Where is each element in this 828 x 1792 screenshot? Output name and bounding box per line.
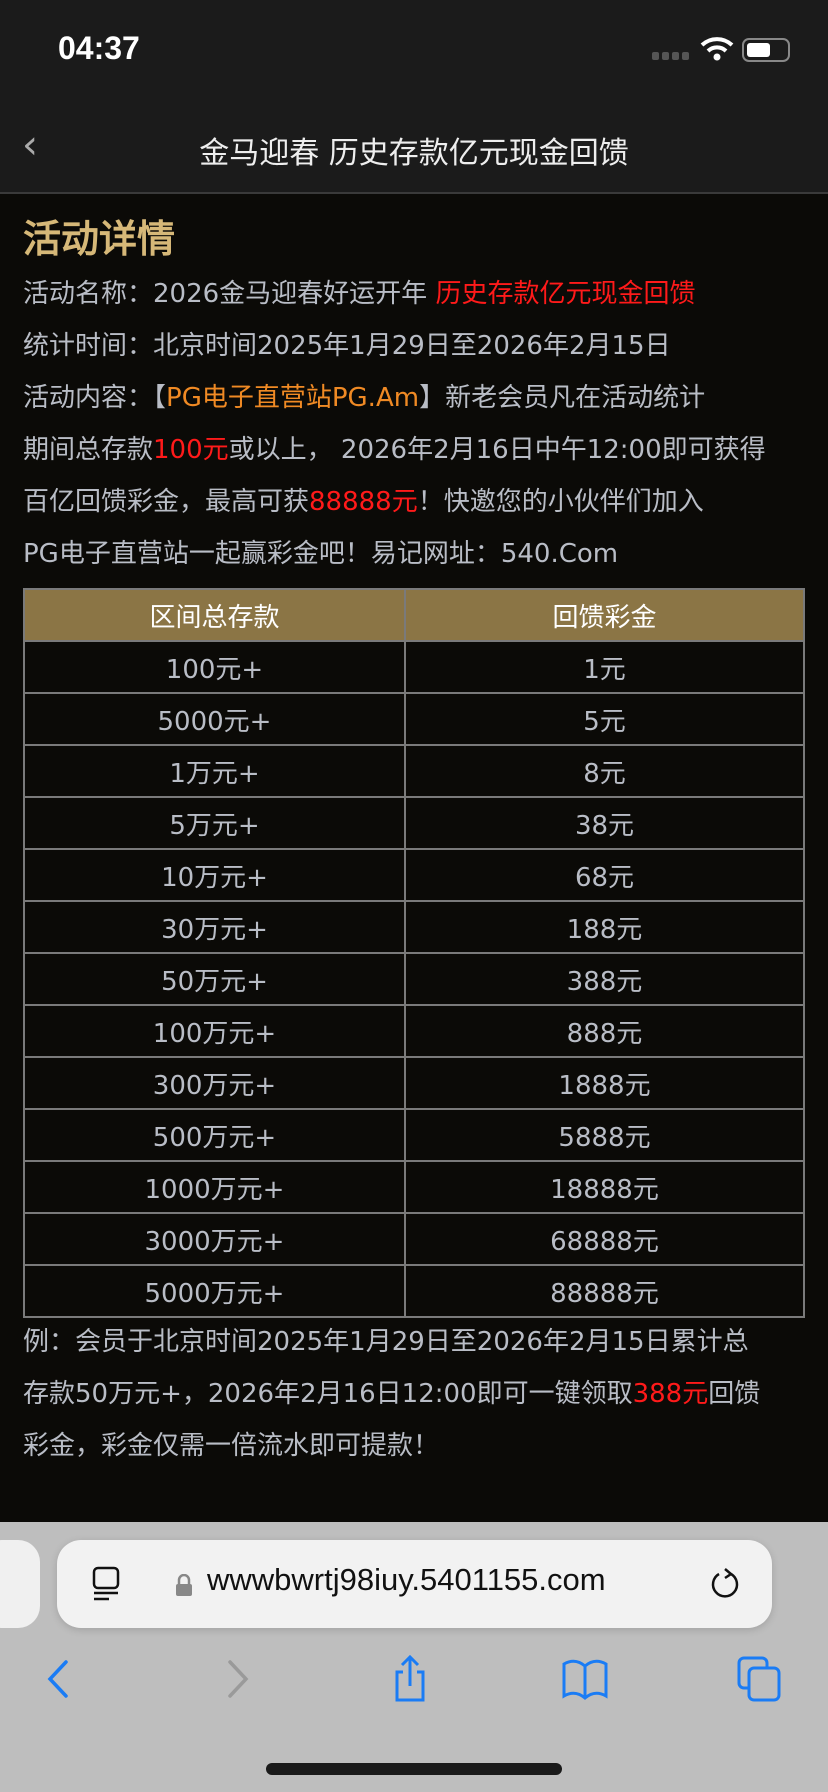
deposit-range-cell: 300万元+ (23, 1056, 406, 1110)
label: 统计时间： (23, 331, 154, 361)
deposit-range-cell: 50万元+ (23, 952, 406, 1006)
page-menu-icon[interactable] (91, 1566, 121, 1602)
page-title: 金马迎春 历史存款亿元现金回馈 (199, 136, 629, 171)
deposit-range-cell: 10万元+ (23, 848, 406, 902)
bonus-cell: 1元 (404, 640, 805, 694)
table-row: 100元+ 1元 (23, 640, 805, 694)
column-header: 区间总存款 (23, 588, 406, 642)
url-text[interactable]: wwwbwrtj98iuy.5401155.com (207, 1562, 606, 1597)
table-row: 30万元+ 188元 (23, 900, 805, 954)
table-row: 1万元+ 8元 (23, 744, 805, 798)
bonus-cell: 388元 (404, 952, 805, 1006)
reward-table: 区间总存款 回馈彩金 100元+ 1元 5000元+ 5元 1万元+ 8元 5万元+ 38元 1… (23, 588, 805, 1318)
label: 活动名称： (23, 279, 154, 309)
reload-icon[interactable] (707, 1566, 743, 1602)
deposit-range-cell: 100万元+ (23, 1004, 406, 1058)
example-line: 存款50万元+，2026年2月16日12:00即可一键领取388元回馈 (23, 1368, 813, 1420)
deposit-range-cell: 1000万元+ (23, 1160, 406, 1214)
bonus-cell: 8元 (404, 744, 805, 798)
text: 新老会员凡在活动统计 (445, 383, 706, 413)
text: 或以上， 2026年2月16日中午12:00即可获得 (228, 435, 766, 465)
example-line: 例：会员于北京时间2025年1月29日至2026年2月15日累计总 (23, 1327, 749, 1357)
activity-content-line: PG电子直营站一起赢彩金吧！易记网址：540.Com (23, 539, 619, 569)
deposit-range-cell: 3000万元+ (23, 1212, 406, 1266)
text: 存款50万元+，2026年2月16日12:00即可一键领取 (23, 1379, 633, 1409)
table-row: 3000万元+ 68888元 (23, 1212, 805, 1266)
bonus-cell: 888元 (404, 1004, 805, 1058)
cellular-signal-icon (652, 52, 689, 60)
bonus-cell: 18888元 (404, 1160, 805, 1214)
text: 期间总存款 (23, 435, 154, 465)
previous-tab-card[interactable] (0, 1540, 40, 1628)
example-line: 彩金，彩金仅需一倍流水即可提款！ (23, 1431, 440, 1461)
forward-arrow-icon[interactable] (212, 1654, 262, 1704)
home-indicator[interactable] (266, 1763, 562, 1775)
text: 百亿回馈彩金，最高可获 (23, 487, 310, 517)
highlight: 100元 (153, 435, 229, 465)
table-row: 300万元+ 1888元 (23, 1056, 805, 1110)
status-time: 04:37 (58, 30, 140, 66)
table-row: 10万元+ 68元 (23, 848, 805, 902)
deposit-range-cell: 100元+ (23, 640, 406, 694)
browser-toolbar: wwwbwrtj98iuy.5401155.com (0, 1522, 828, 1792)
site-name: PG电子直营站PG.Am (166, 383, 420, 413)
text: 回馈 (708, 1379, 761, 1409)
bonus-cell: 188元 (404, 900, 805, 954)
deposit-range-cell: 5000元+ (23, 692, 406, 746)
lock-icon (176, 1574, 192, 1596)
back-button[interactable]: ‹ (22, 122, 38, 168)
table-row: 500万元+ 5888元 (23, 1108, 805, 1162)
deposit-range-cell: 5万元+ (23, 796, 406, 850)
status-bar: 04:37 (0, 0, 828, 100)
table-row: 50万元+ 388元 (23, 952, 805, 1006)
text: ！快邀您的小伙伴们加入 (417, 487, 704, 517)
address-bar[interactable]: wwwbwrtj98iuy.5401155.com (57, 1540, 772, 1628)
share-icon[interactable] (385, 1654, 435, 1704)
label: 活动内容： (23, 383, 154, 413)
back-arrow-icon[interactable] (34, 1654, 84, 1704)
bonus-cell: 5元 (404, 692, 805, 746)
bonus-cell: 88888元 (404, 1264, 805, 1318)
bonus-cell: 68888元 (404, 1212, 805, 1266)
highlight: 88888元 (309, 487, 418, 517)
highlight: 388元 (632, 1379, 709, 1409)
table-row: 100万元+ 888元 (23, 1004, 805, 1058)
deposit-range-cell: 30万元+ (23, 900, 406, 954)
bracket: 】 (419, 383, 446, 413)
value: 北京时间2025年1月29日至2026年2月15日 (153, 331, 671, 361)
bracket: 【 (153, 383, 167, 413)
deposit-range-cell: 500万元+ (23, 1108, 406, 1162)
table-row: 5000万元+ 88888元 (23, 1264, 805, 1318)
wifi-icon (700, 37, 734, 61)
table-row: 5万元+ 38元 (23, 796, 805, 850)
activity-time: 统计时间：北京时间2025年1月29日至2026年2月15日 (23, 320, 813, 372)
activity-name: 活动名称：2026金马迎春好运开年 历史存款亿元现金回馈 (23, 268, 813, 320)
bonus-cell: 68元 (404, 848, 805, 902)
deposit-range-cell: 5000万元+ (23, 1264, 406, 1318)
table-row: 1000万元+ 18888元 (23, 1160, 805, 1214)
value: 2026金马迎春好运开年 (153, 279, 436, 309)
bonus-cell: 5888元 (404, 1108, 805, 1162)
bonus-cell: 1888元 (404, 1056, 805, 1110)
highlight: 历史存款亿元现金回馈 (435, 279, 696, 309)
battery-icon (742, 38, 790, 62)
activity-content-line: 期间总存款100元或以上， 2026年2月16日中午12:00即可获得 (23, 424, 813, 476)
example-text: 例：会员于北京时间2025年1月29日至2026年2月15日累计总 存款50万元… (23, 1316, 813, 1472)
bookmarks-icon[interactable] (560, 1654, 610, 1704)
table-row: 5000元+ 5元 (23, 692, 805, 746)
activity-content: 活动内容：【PG电子直营站PG.Am】新老会员凡在活动统计 (23, 372, 813, 424)
bonus-cell: 38元 (404, 796, 805, 850)
activity-content-line: 百亿回馈彩金，最高可获88888元！快邀您的小伙伴们加入 (23, 476, 813, 528)
deposit-range-cell: 1万元+ (23, 744, 406, 798)
activity-details: 活动详情 活动名称：2026金马迎春好运开年 历史存款亿元现金回馈 统计时间：北… (23, 210, 813, 580)
column-header: 回馈彩金 (404, 588, 805, 642)
nav-bar: ‹ 金马迎春 历史存款亿元现金回馈 (0, 100, 828, 194)
tabs-icon[interactable] (735, 1654, 785, 1704)
section-heading: 活动详情 (23, 217, 176, 261)
